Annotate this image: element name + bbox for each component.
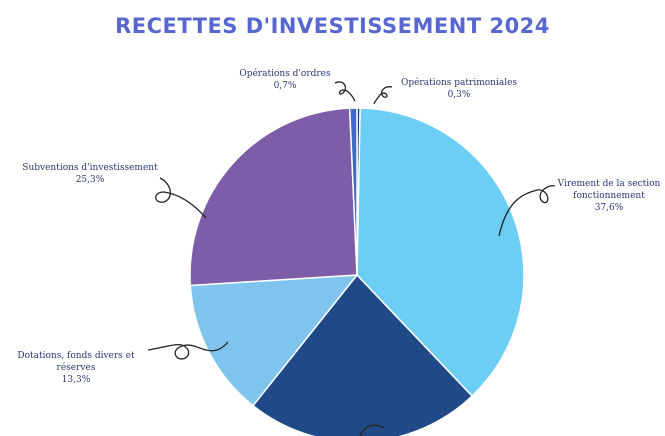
arrow	[359, 424, 385, 436]
arrow	[147, 341, 229, 360]
value-label: 0,3%	[447, 90, 471, 100]
slice-label: Virement de la section fonctionnement 37,…	[553, 178, 665, 214]
slice	[251, 273, 474, 436]
category-label: Dotations, fonds divers et réserves	[17, 351, 135, 373]
value-label: 25,3%	[75, 175, 105, 185]
category-label: Virement de la section fonctionnement	[557, 179, 661, 201]
arrow	[498, 185, 556, 237]
slice	[356, 107, 525, 398]
slice	[189, 107, 358, 287]
slice	[348, 107, 358, 276]
category-label: Opérations d'ordres	[239, 69, 331, 79]
slice-label: Subventions d'investissement 25,3%	[15, 162, 165, 186]
category-label: Subventions d'investissement	[22, 163, 158, 173]
pie	[189, 107, 525, 436]
category-label: Opérations patrimoniales	[400, 78, 518, 88]
slice-label: Dotations, fonds divers et réserves 13,3%	[15, 350, 137, 386]
value-label: 37,6%	[594, 203, 624, 213]
value-label: 13,3%	[61, 375, 91, 385]
slice-label: Opérations patrimoniales 0,3%	[395, 77, 523, 101]
arrow	[334, 81, 356, 102]
chart-title: RECETTES D'INVESTISSEMENT 2024	[115, 14, 550, 38]
arrow	[155, 177, 207, 219]
arrow	[373, 86, 393, 105]
slice	[189, 274, 359, 407]
slice-label: Opérations d'ordres 0,7%	[235, 68, 335, 92]
value-label: 0,7%	[273, 81, 297, 91]
